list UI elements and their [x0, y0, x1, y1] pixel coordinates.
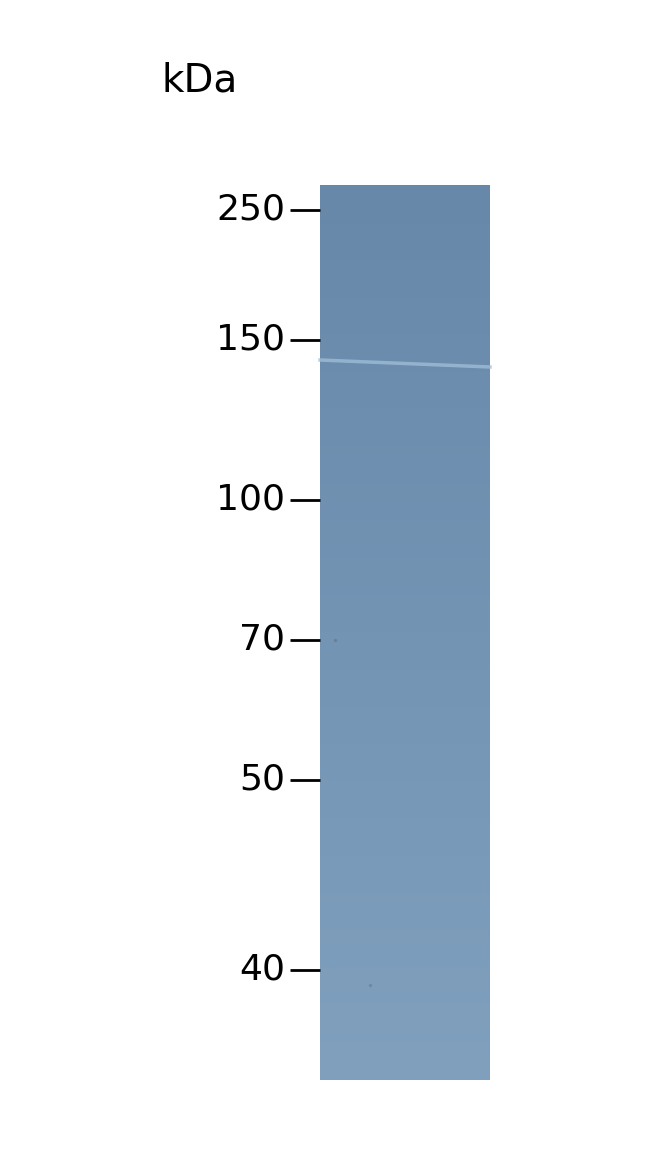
Text: 100: 100: [216, 483, 285, 517]
Text: 70: 70: [239, 623, 285, 657]
Text: 50: 50: [239, 763, 285, 796]
Text: 150: 150: [216, 323, 285, 357]
Text: 250: 250: [216, 193, 285, 227]
Text: 40: 40: [239, 953, 285, 987]
Text: kDa: kDa: [162, 61, 238, 99]
